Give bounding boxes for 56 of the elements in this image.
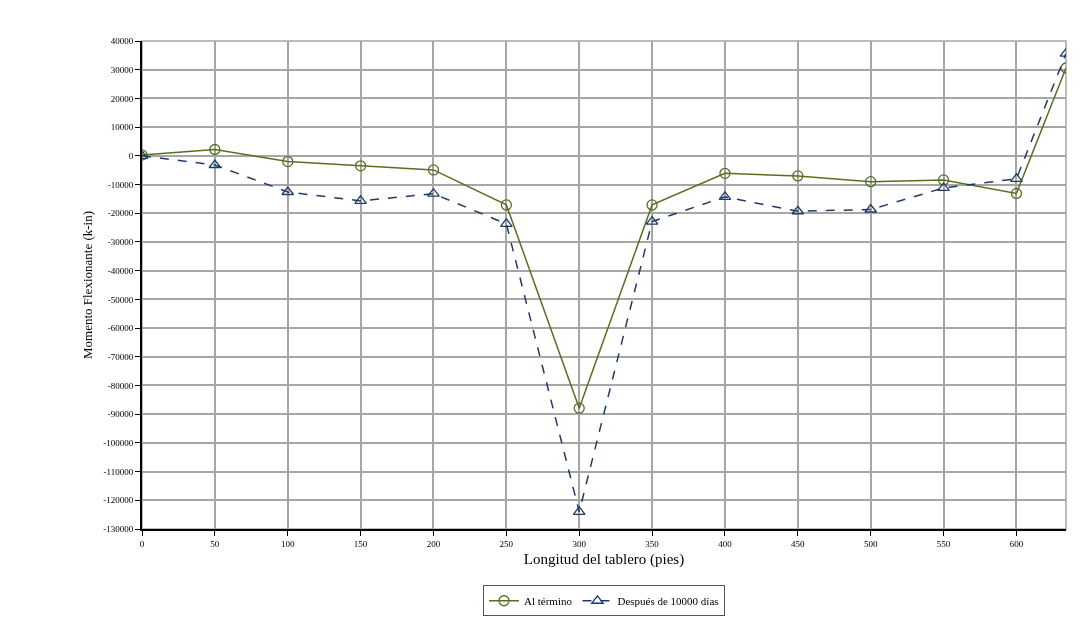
y-tick-label: -90000 bbox=[107, 409, 134, 420]
point bbox=[864, 203, 878, 213]
point bbox=[209, 143, 221, 156]
x-tick-label: 0 bbox=[139, 538, 145, 549]
x-tick-label: 500 bbox=[863, 538, 878, 549]
y-tick-label: 30000 bbox=[110, 64, 134, 75]
point bbox=[427, 164, 440, 176]
point bbox=[500, 199, 512, 211]
x-tick-label: 300 bbox=[572, 538, 587, 549]
point bbox=[718, 191, 732, 201]
y-tick-label: -130000 bbox=[103, 524, 134, 535]
point bbox=[792, 170, 804, 182]
y-axis-title: Momento Flexionante (k-in) bbox=[79, 210, 95, 360]
point bbox=[354, 195, 368, 205]
x-tick-label: 450 bbox=[791, 538, 806, 549]
point bbox=[208, 159, 222, 169]
point bbox=[937, 174, 950, 186]
point bbox=[573, 402, 585, 414]
point bbox=[1010, 187, 1023, 200]
x-tick-label: 50 bbox=[210, 538, 220, 549]
x-tick-label: 350 bbox=[645, 538, 660, 549]
legend-label: Después de 10000 días bbox=[617, 595, 719, 608]
x-tick-label: 600 bbox=[1009, 538, 1024, 549]
x-tick-label: 100 bbox=[280, 538, 295, 549]
x-tick-label: 150 bbox=[353, 538, 368, 549]
y-tick-label: -10000 bbox=[107, 179, 134, 190]
y-tick-label: -50000 bbox=[107, 294, 134, 305]
y-tick-label: 40000 bbox=[110, 36, 134, 47]
y-tick-label: -100000 bbox=[103, 438, 134, 449]
point bbox=[354, 160, 367, 172]
y-tick-label: 10000 bbox=[110, 122, 134, 133]
x-tick-label: 550 bbox=[936, 538, 951, 549]
x-tick-label: 200 bbox=[426, 538, 441, 549]
point bbox=[719, 167, 731, 179]
y-tick-label: -20000 bbox=[107, 208, 134, 219]
y-tick-label: 20000 bbox=[110, 93, 134, 104]
y-tick-label: -80000 bbox=[107, 380, 134, 391]
y-tick-label: 0 bbox=[128, 150, 134, 161]
y-tick-label: -40000 bbox=[107, 265, 134, 276]
point bbox=[645, 215, 659, 225]
point bbox=[282, 155, 294, 168]
y-tick-label: -70000 bbox=[107, 351, 134, 362]
y-tick-label: -60000 bbox=[107, 323, 134, 334]
point bbox=[791, 205, 805, 215]
point bbox=[281, 186, 295, 196]
y-tick-label: -120000 bbox=[103, 495, 134, 506]
y-tick-label: -110000 bbox=[103, 466, 134, 477]
legend-label: Al término bbox=[524, 595, 573, 608]
y-tick-label: -30000 bbox=[107, 237, 134, 248]
point bbox=[499, 218, 513, 228]
point bbox=[646, 199, 658, 211]
x-tick-label: 250 bbox=[499, 538, 514, 549]
x-tick-label: 400 bbox=[718, 538, 733, 549]
point bbox=[865, 176, 877, 188]
point bbox=[937, 182, 950, 192]
x-axis-title: Longitud del tablero (pies) bbox=[523, 551, 685, 569]
